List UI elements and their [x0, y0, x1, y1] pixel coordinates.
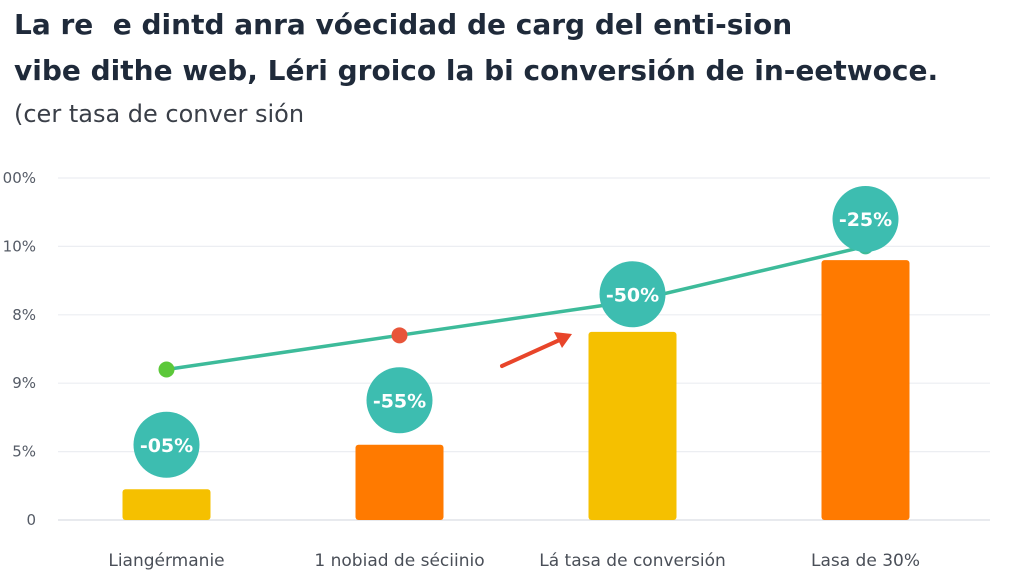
percent-badge: [133, 411, 200, 478]
trend-line: [164, 244, 868, 372]
y-tick-label: 0: [26, 511, 36, 529]
x-category-label: Lasa de 30%: [811, 551, 920, 571]
bar: [588, 331, 677, 520]
chart-title: La re e dintd anra vóecidad de carg del …: [14, 2, 1014, 94]
y-tick-label: 10%: [3, 237, 36, 255]
line-marker: [391, 327, 408, 344]
percent-badge-label: -05%: [140, 435, 193, 457]
title-line-2: vibe dithe web, Léri groico la bi conver…: [14, 54, 939, 87]
x-category-label: 1 nobiad de séciinio: [314, 551, 484, 571]
line-marker: [158, 361, 175, 378]
percent-badge-label: -50%: [606, 284, 659, 306]
y-tick-label: 8%: [12, 306, 36, 324]
percent-badge: [832, 186, 899, 253]
bar: [122, 489, 211, 520]
x-category-label: Lá tasa de conversión: [539, 551, 726, 571]
x-category-label: Liangérmanie: [108, 551, 224, 571]
chart-subtitle: (cer tasa de conver sión: [14, 100, 305, 128]
trend-arrow: [500, 336, 566, 368]
percent-badge-label: -55%: [373, 390, 426, 412]
percent-badge: [599, 261, 666, 328]
y-tick-label: 5%: [12, 443, 36, 461]
arrow-head: [554, 332, 572, 348]
bar: [821, 260, 910, 520]
bar: [355, 444, 444, 520]
percent-badge: [366, 367, 433, 434]
y-tick-label: 00%: [3, 169, 36, 187]
y-tick-label: 9%: [12, 374, 36, 392]
percent-badge-label: -25%: [839, 209, 892, 231]
title-line-1: La re e dintd anra vóecidad de carg del …: [14, 8, 793, 41]
